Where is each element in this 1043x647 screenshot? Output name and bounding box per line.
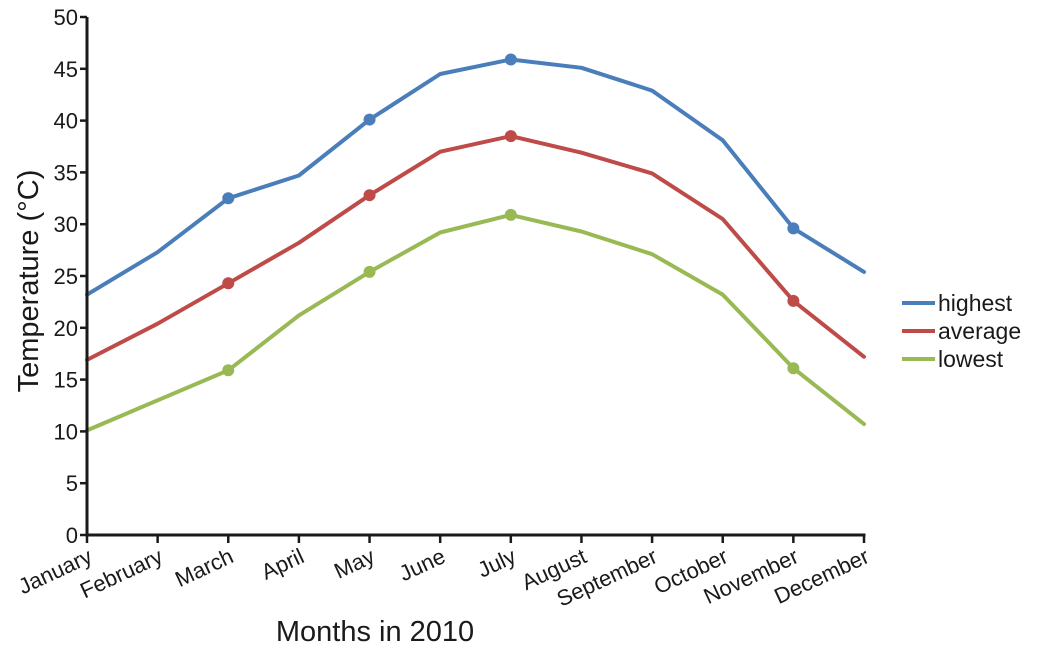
data-point-highest-july (504, 53, 517, 66)
data-point-lowest-july (504, 208, 517, 221)
plot-area (85, 53, 866, 433)
data-point-lowest-march (222, 364, 235, 377)
legend-label-highest: highest (938, 290, 1013, 316)
legend-label-average: average (938, 318, 1021, 344)
series-line-highest (85, 57, 866, 297)
legend-label-lowest: lowest (938, 346, 1004, 372)
data-point-highest-march (222, 192, 235, 205)
data-point-lowest-november (787, 362, 800, 375)
x-axis-title: Months in 2010 (276, 616, 474, 647)
data-point-lowest-may (363, 265, 376, 278)
y-tick-label: 15 (54, 368, 78, 393)
x-tick-label-july: July (474, 543, 520, 582)
data-point-average-may (363, 189, 376, 202)
data-point-highest-november (787, 222, 800, 235)
x-tick-label-june: June (395, 543, 449, 586)
y-tick-label: 45 (54, 57, 78, 82)
y-tick-label: 10 (54, 419, 78, 444)
y-axis-title: Temperature (°C) (13, 170, 45, 393)
y-tick-label: 5 (66, 471, 78, 496)
y-tick-label: 20 (54, 316, 78, 341)
x-tick-label-march: March (171, 543, 237, 591)
y-tick-label: 40 (54, 109, 78, 134)
y-tick-label: 30 (54, 212, 78, 237)
series-line-average (85, 134, 866, 362)
x-tick-label-april: April (257, 543, 307, 584)
data-point-average-july (504, 130, 517, 143)
y-tick-label: 0 (66, 523, 78, 548)
y-tick-label: 35 (54, 160, 78, 185)
data-point-average-november (787, 294, 800, 307)
data-point-highest-may (363, 113, 376, 126)
x-tick-label-may: May (330, 543, 378, 583)
y-tick-label: 25 (54, 264, 78, 289)
data-point-average-march (222, 277, 235, 290)
y-tick-label: 50 (54, 5, 78, 30)
x-tick-label-february: February (76, 543, 166, 603)
series-line-lowest (85, 212, 866, 433)
